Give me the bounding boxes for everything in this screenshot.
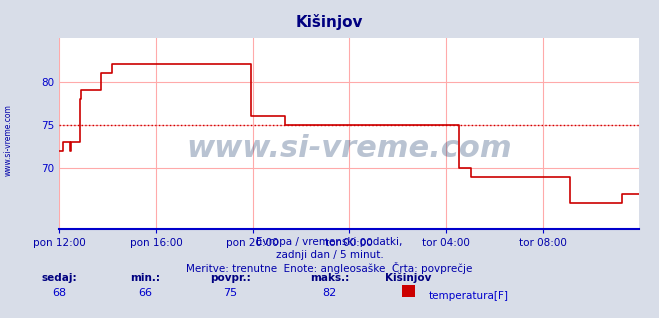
Text: Kišinjov: Kišinjov xyxy=(386,273,432,283)
Text: www.si-vreme.com: www.si-vreme.com xyxy=(186,134,512,163)
Text: Kišinjov: Kišinjov xyxy=(296,14,363,30)
Text: povpr.:: povpr.: xyxy=(210,273,251,283)
Text: min.:: min.: xyxy=(130,273,160,283)
Text: 66: 66 xyxy=(138,288,152,298)
Text: 75: 75 xyxy=(223,288,238,298)
Text: www.si-vreme.com: www.si-vreme.com xyxy=(3,104,13,176)
Text: 82: 82 xyxy=(322,288,337,298)
Text: sedaj:: sedaj: xyxy=(42,273,77,283)
Text: Meritve: trenutne  Enote: angleosaške  Črta: povprečje: Meritve: trenutne Enote: angleosaške Črt… xyxy=(186,262,473,274)
Text: Evropa / vremenski podatki,: Evropa / vremenski podatki, xyxy=(256,237,403,247)
Text: maks.:: maks.: xyxy=(310,273,349,283)
Text: 68: 68 xyxy=(52,288,67,298)
Text: zadnji dan / 5 minut.: zadnji dan / 5 minut. xyxy=(275,250,384,259)
Text: temperatura[F]: temperatura[F] xyxy=(428,291,508,301)
